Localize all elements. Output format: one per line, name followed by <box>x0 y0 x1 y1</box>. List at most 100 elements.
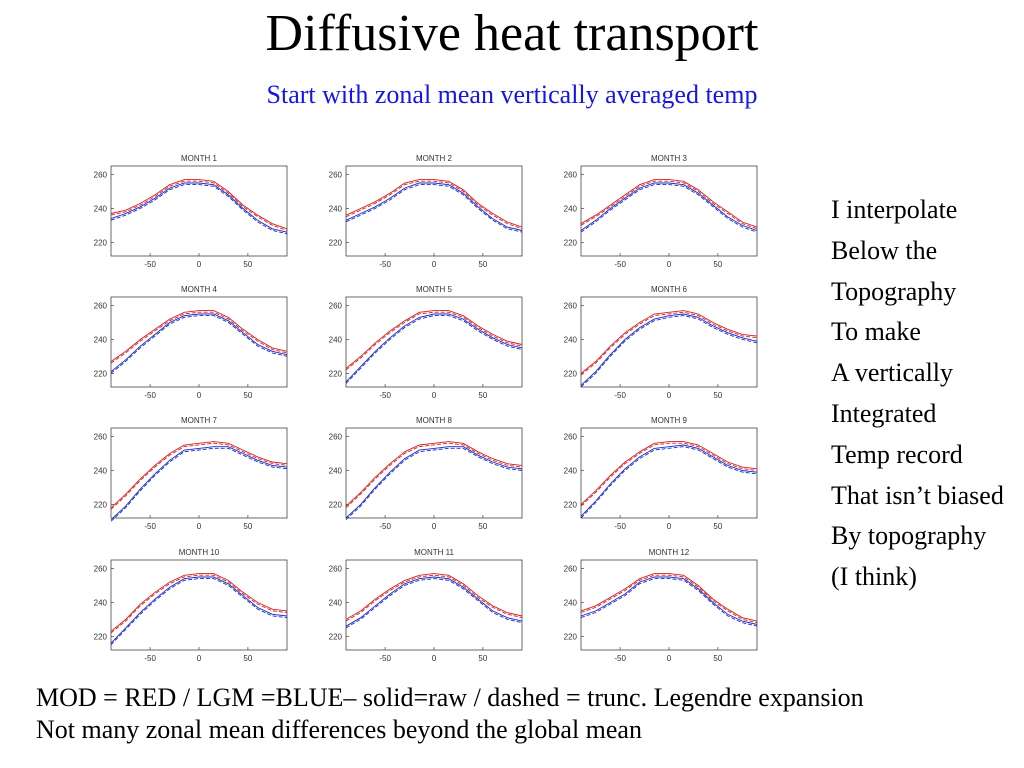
y-tick-label: 260 <box>329 170 343 179</box>
chart-title: MONTH 11 <box>414 548 454 557</box>
chart-title: MONTH 2 <box>416 154 453 163</box>
month-chart: MONTH 2 -50 0 50 220 240 260 <box>329 154 523 269</box>
x-tick-label: -50 <box>144 260 156 269</box>
x-tick-label: -50 <box>614 391 626 400</box>
footer-line: Not many zonal mean differences beyond t… <box>36 715 642 744</box>
y-tick-label: 260 <box>94 432 108 441</box>
x-tick-label: 50 <box>478 522 487 531</box>
x-tick-label: -50 <box>144 522 156 531</box>
x-tick-label: 0 <box>667 654 672 663</box>
series-line-raw <box>345 182 523 231</box>
y-tick-label: 260 <box>94 301 108 310</box>
series-line-trunc <box>345 574 523 622</box>
y-tick-label: 260 <box>329 564 343 573</box>
y-tick-label: 240 <box>94 466 108 475</box>
y-tick-label: 240 <box>329 598 343 607</box>
y-tick-label: 260 <box>329 432 343 441</box>
x-tick-label: 50 <box>478 654 487 663</box>
footer-line: MOD = RED / LGM =BLUE– solid=raw / dashe… <box>36 683 864 712</box>
x-tick-label: 0 <box>667 522 672 531</box>
x-tick-label: -50 <box>379 260 391 269</box>
y-tick-label: 240 <box>564 466 578 475</box>
x-tick-label: 0 <box>197 654 202 663</box>
x-tick-label: 50 <box>713 522 722 531</box>
side-line: Topography <box>831 276 957 306</box>
series-line-trunc <box>580 578 758 627</box>
month-chart: MONTH 8 -50 0 50 220 240 260 <box>329 416 523 531</box>
series-line-raw <box>580 313 758 386</box>
chart-title: MONTH 10 <box>179 548 220 557</box>
y-tick-label: 260 <box>94 564 108 573</box>
series-line-raw <box>580 444 758 517</box>
side-line: I interpolate <box>831 195 958 224</box>
series-line-trunc <box>110 442 288 510</box>
slide-title: Diffusive heat transport <box>265 5 759 62</box>
series-line-raw <box>345 446 523 519</box>
side-line: Below the <box>831 235 938 265</box>
x-tick-label: 0 <box>197 391 202 400</box>
y-tick-label: 220 <box>564 500 578 509</box>
plot-frame <box>580 296 758 388</box>
chart-title: MONTH 7 <box>181 416 218 425</box>
x-tick-label: 0 <box>197 260 202 269</box>
series-line-trunc <box>110 311 288 364</box>
series-line-trunc <box>110 315 288 374</box>
y-tick-label: 260 <box>329 301 343 310</box>
series-line-trunc <box>345 180 523 230</box>
series-line-raw <box>580 441 758 505</box>
x-tick-label: 50 <box>243 654 252 663</box>
side-line: Integrated <box>831 398 937 428</box>
y-tick-label: 220 <box>329 500 343 509</box>
month-chart: MONTH 12 -50 0 50 220 240 260 <box>564 548 758 663</box>
chart-title: MONTH 3 <box>651 154 688 163</box>
month-chart: MONTH 3 -50 0 50 220 240 260 <box>564 154 758 269</box>
x-tick-label: 0 <box>432 522 437 531</box>
series-line-trunc <box>110 180 288 231</box>
y-tick-label: 240 <box>94 335 108 344</box>
y-tick-label: 260 <box>564 301 578 310</box>
x-tick-label: 50 <box>478 260 487 269</box>
series-line-trunc <box>110 184 288 235</box>
y-tick-label: 240 <box>329 204 343 213</box>
series-line-trunc <box>110 447 288 522</box>
series-line-raw <box>580 182 758 231</box>
chart-title: MONTH 9 <box>651 416 688 425</box>
series-line-trunc <box>580 311 758 376</box>
x-tick-label: -50 <box>144 391 156 400</box>
side-line: A vertically <box>831 358 954 388</box>
x-tick-label: 50 <box>478 391 487 400</box>
series-line-raw <box>110 182 288 233</box>
x-tick-label: -50 <box>379 391 391 400</box>
month-chart: MONTH 1 -50 0 50 220 240 260 <box>94 154 288 269</box>
series-line-raw <box>110 446 288 521</box>
y-tick-label: 240 <box>564 204 578 213</box>
y-tick-label: 220 <box>94 369 108 378</box>
month-chart: MONTH 5 -50 0 50 220 240 260 <box>329 285 523 400</box>
series-line-trunc <box>110 578 288 646</box>
side-line: Temp record <box>831 439 963 469</box>
chart-title: MONTH 4 <box>181 285 218 294</box>
chart-title: MONTH 1 <box>181 154 218 163</box>
x-tick-label: -50 <box>614 522 626 531</box>
x-tick-label: 50 <box>243 391 252 400</box>
x-tick-label: 0 <box>432 391 437 400</box>
y-tick-label: 220 <box>94 632 108 641</box>
series-line-trunc <box>580 446 758 519</box>
series-line-raw <box>110 573 288 632</box>
series-line-trunc <box>345 442 523 509</box>
month-chart: MONTH 11 -50 0 50 220 240 260 <box>329 548 523 663</box>
side-line: That isn’t biased <box>831 480 1004 510</box>
series-line-trunc <box>110 574 288 634</box>
series-line-trunc <box>345 447 523 520</box>
chart-title: MONTH 8 <box>416 416 453 425</box>
series-line-raw <box>345 310 523 369</box>
plot-frame <box>110 427 288 519</box>
x-tick-label: 0 <box>432 654 437 663</box>
x-tick-label: -50 <box>614 654 626 663</box>
chart-title: MONTH 12 <box>649 548 690 557</box>
month-chart: MONTH 10 -50 0 50 220 240 260 <box>94 548 288 663</box>
x-tick-label: 0 <box>667 260 672 269</box>
series-line-raw <box>110 313 288 373</box>
month-chart: MONTH 4 -50 0 50 220 240 260 <box>94 285 288 400</box>
x-tick-label: 50 <box>243 260 252 269</box>
